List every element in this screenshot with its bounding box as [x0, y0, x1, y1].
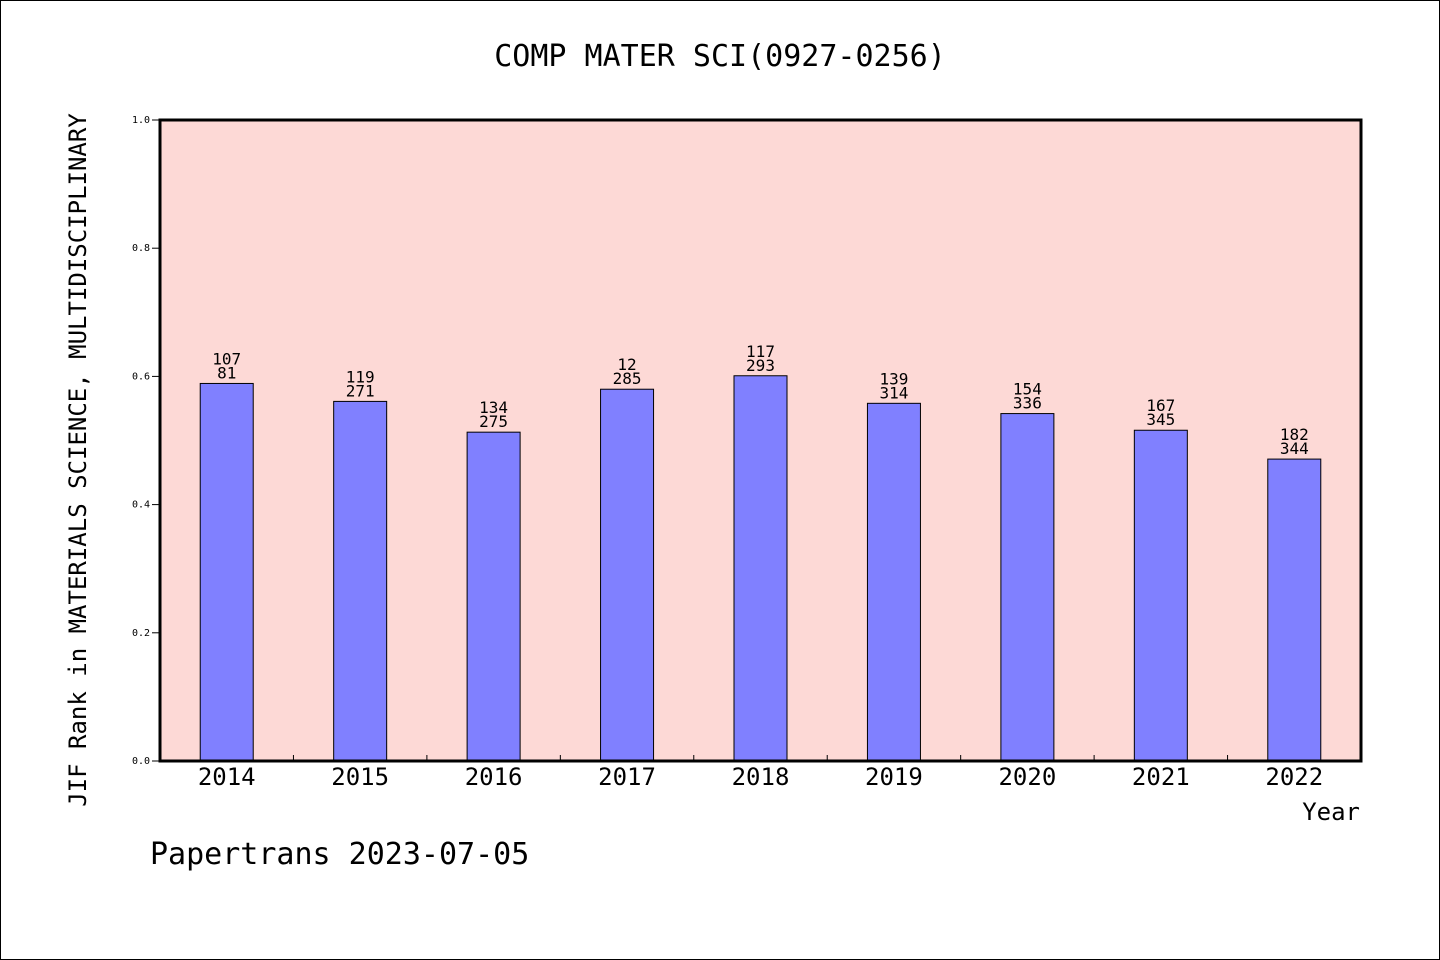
x-tick-label-2016: 2016	[465, 763, 523, 791]
x-tick-label-2022: 2022	[1265, 763, 1323, 791]
bar-label-top-2019: 139	[879, 369, 908, 388]
x-tick-label-2018: 2018	[732, 763, 790, 791]
x-tick-label-2017: 2017	[598, 763, 656, 791]
bar-2018	[733, 375, 788, 762]
bar-label-bottom-2019: 314	[879, 383, 908, 402]
bar-2014	[199, 382, 254, 762]
y-axis-label: JIF Rank in MATERIALS SCIENCE, MULTIDISC…	[64, 113, 92, 807]
x-tick-label-2021: 2021	[1132, 763, 1190, 791]
bar-label-bottom-2018: 293	[746, 356, 775, 375]
x-tick-label-2019: 2019	[865, 763, 923, 791]
y-tick-label-3: 0.6	[132, 371, 150, 382]
y-tick-label-1: 0.2	[132, 628, 150, 639]
bar-2021	[1133, 429, 1188, 762]
bar-label-top-2020: 154	[1013, 380, 1042, 399]
bar-label-bottom-2014: 81	[217, 363, 236, 382]
y-tick-label-2: 0.4	[132, 500, 150, 511]
bar-label-top-2016: 134	[479, 398, 508, 417]
x-axis-label: Year	[1302, 798, 1360, 826]
footer-note: Papertrans 2023-07-05	[150, 837, 529, 872]
bar-2020	[1000, 413, 1055, 762]
y-tick-label-5: 1.0	[132, 115, 150, 126]
bar-label-top-2021: 167	[1146, 396, 1175, 415]
chart-title: COMP MATER SCI(0927-0256)	[494, 39, 946, 74]
bar-label-top-2022: 182	[1280, 425, 1309, 444]
x-tick-label-2020: 2020	[998, 763, 1056, 791]
bar-label-bottom-2022: 344	[1280, 439, 1309, 458]
bar-2016	[466, 431, 521, 762]
plot-border	[158, 118, 1363, 763]
y-tick-label-0: 0.0	[132, 756, 150, 767]
bar-label-bottom-2021: 345	[1146, 410, 1175, 429]
x-tick-label-2015: 2015	[331, 763, 389, 791]
bar-2022	[1267, 458, 1322, 762]
bar-label-top-2014: 107	[212, 349, 241, 368]
bar-label-top-2018: 117	[746, 342, 775, 361]
bar-label-bottom-2020: 336	[1013, 394, 1042, 413]
bar-label-bottom-2016: 275	[479, 412, 508, 431]
bar-label-bottom-2015: 271	[346, 381, 375, 400]
bar-label-top-2017: 12	[617, 355, 636, 374]
bar-2017	[600, 388, 655, 762]
bar-2015	[333, 400, 388, 762]
bar-2019	[866, 402, 921, 762]
bar-label-top-2015: 119	[346, 367, 375, 386]
y-tick-label-4: 0.8	[132, 243, 150, 254]
bar-label-bottom-2017: 285	[613, 369, 642, 388]
x-tick-label-2014: 2014	[198, 763, 256, 791]
